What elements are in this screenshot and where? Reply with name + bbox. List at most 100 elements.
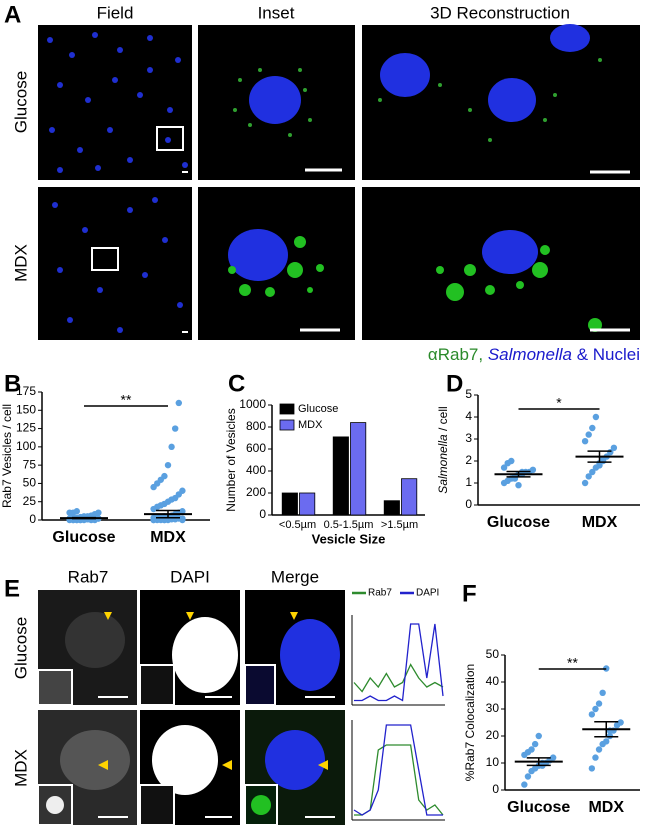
data-point (164, 461, 172, 469)
micrograph (244, 590, 345, 706)
micrograph (139, 710, 240, 826)
y-tick-label: 5 (465, 387, 472, 401)
micrograph (244, 710, 345, 826)
y-tick-label: 800 (246, 419, 266, 433)
bar (299, 492, 316, 516)
x-tick-label: >1.5µm (381, 519, 418, 531)
nuclei (47, 32, 188, 173)
data-point (549, 754, 557, 761)
data-point (179, 487, 186, 494)
data-point (589, 424, 596, 432)
row-label: Glucose (11, 71, 30, 133)
panel-letter: B (4, 370, 21, 397)
y-tick-label: 2 (465, 453, 472, 467)
data-point (175, 399, 182, 407)
nucleus (488, 78, 536, 122)
significance-label: ** (121, 392, 132, 408)
y-tick-label: 150 (16, 402, 36, 416)
y-axis-label: Number of Vesicles (224, 408, 238, 511)
column-header: Merge (271, 567, 319, 586)
micrograph (198, 187, 355, 340)
data-point (595, 700, 603, 707)
y-tick-label: 0 (492, 782, 499, 796)
x-tick-label: MDX (150, 529, 186, 546)
arrow (186, 612, 194, 620)
legend-part: Salmonella (488, 345, 572, 364)
x-tick-label: 0.5-1.5µm (324, 519, 374, 531)
nucleus (249, 76, 301, 124)
bar (401, 478, 418, 516)
nucleus (482, 230, 538, 274)
error-bar (72, 516, 96, 520)
x-tick-label: Glucose (487, 514, 550, 531)
bar (350, 422, 367, 516)
y-tick-label: 10 (486, 755, 500, 769)
micrograph (37, 590, 137, 706)
legend-label: DAPI (416, 588, 439, 599)
data-point (585, 431, 592, 438)
y-label-part: Number of Vesicles (224, 408, 238, 511)
legend-label: Glucose (298, 403, 338, 415)
micrograph (362, 24, 640, 180)
y-tick-label: 4 (465, 409, 472, 423)
x-tick-label: Glucose (507, 799, 570, 816)
x-tick-label: MDX (582, 514, 618, 531)
data-point (599, 689, 606, 696)
vesicles (228, 236, 324, 297)
y-label-part: / cell (436, 406, 450, 434)
legend-part: & Nuclei (577, 345, 640, 364)
y-tick-label: 175 (16, 384, 36, 398)
y-tick-label: 1 (465, 475, 472, 489)
inset (139, 784, 175, 826)
y-tick-label: 40 (486, 674, 500, 688)
vesicle (46, 796, 64, 814)
arrow (222, 760, 232, 770)
data-point (592, 754, 599, 761)
panel-letter: A (4, 1, 21, 28)
vesicle (251, 795, 271, 815)
micrograph (38, 25, 192, 180)
data-point (588, 711, 596, 718)
data-point (592, 705, 599, 713)
nucleus (280, 619, 340, 691)
error-bar (587, 450, 612, 463)
y-tick-label: 3 (465, 431, 472, 445)
legend-swatch (279, 403, 295, 415)
data-point (179, 516, 186, 524)
zoom-box (156, 126, 184, 151)
data-point (508, 457, 515, 465)
data-point (524, 773, 532, 780)
arrow (98, 760, 108, 770)
y-tick-label: 25 (23, 494, 37, 508)
inset (244, 664, 276, 706)
image-bg (38, 187, 192, 340)
data-point (535, 732, 542, 740)
y-tick-label: 0 (259, 507, 266, 521)
x-tick-label: MDX (588, 799, 624, 816)
cell (60, 730, 130, 790)
micrograph (37, 710, 137, 826)
y-label-part: %Rab7 Colocalization (463, 664, 477, 781)
panel-letter: F (462, 580, 477, 607)
data-point (585, 473, 592, 480)
data-point (581, 479, 589, 487)
column-header: 3D Reconstruction (430, 3, 570, 22)
significance-label: ** (567, 655, 578, 671)
data-point (610, 444, 618, 451)
cell (65, 612, 125, 668)
y-tick-label: 400 (246, 463, 266, 477)
line-series (353, 663, 444, 693)
arrow (318, 760, 328, 770)
vesicles (233, 68, 312, 137)
stain-legend: αRab7, Salmonella & Nuclei (428, 345, 640, 364)
data-point (529, 466, 537, 473)
nucleus (380, 53, 430, 97)
data-point (179, 508, 186, 515)
column-header: Rab7 (68, 567, 109, 586)
data-point (606, 732, 614, 740)
y-tick-label: 50 (486, 647, 500, 661)
y-axis-label: Salmonella / cell (436, 406, 450, 493)
legend-swatch (279, 419, 295, 431)
column-header: Field (97, 3, 134, 22)
